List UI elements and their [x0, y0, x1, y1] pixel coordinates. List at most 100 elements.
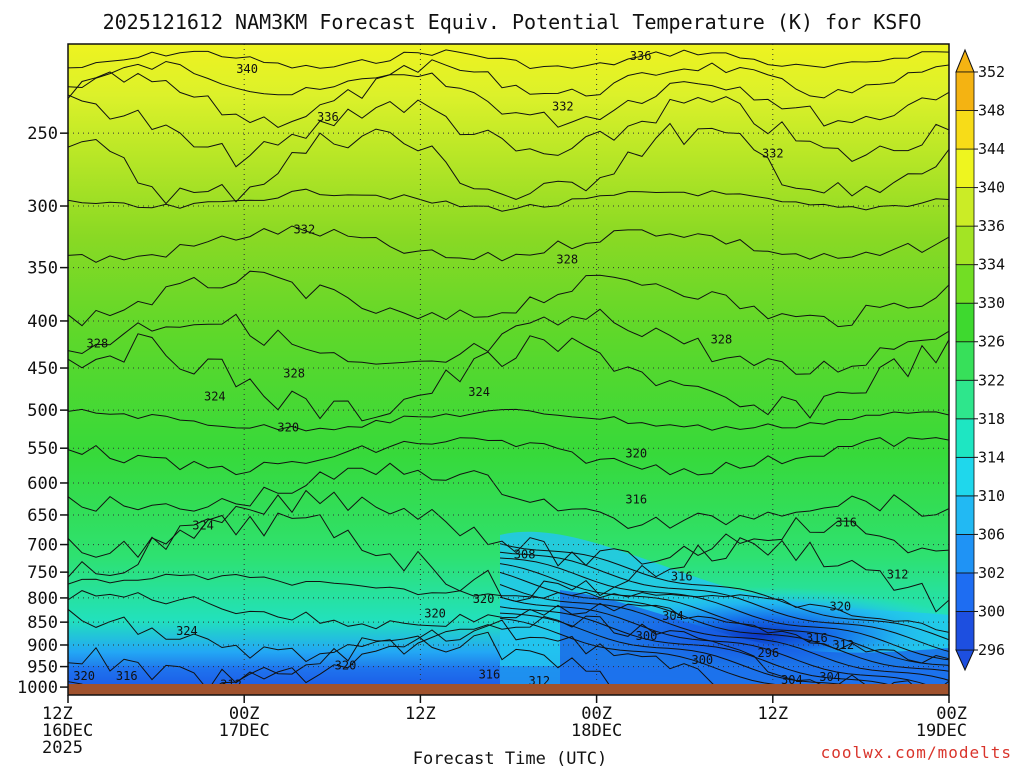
colorbar-swatch: [955, 456, 975, 497]
plot-area: 340 336 336 332 332 332 328 328 328 328 324 324 320 3…: [68, 44, 949, 688]
contour-line: [499, 563, 949, 666]
colorbar-swatch: [955, 495, 975, 535]
contour-line: [499, 617, 776, 684]
y-tick-label: 700: [27, 536, 58, 556]
contour-line: [68, 408, 949, 432]
contour-line: [499, 551, 949, 653]
colorbar-swatch: [955, 110, 975, 150]
contour-label: 304: [662, 609, 684, 623]
contour-line: [68, 573, 949, 633]
contour-line: [68, 489, 949, 567]
contour-line: [68, 188, 949, 212]
y-tick-label: 750: [27, 563, 58, 583]
colorbar-label: 326: [978, 333, 1005, 351]
colorbar-label: 310: [978, 487, 1005, 505]
chart-title: 2025121612 NAM3KM Forecast Equiv. Potent…: [103, 10, 922, 34]
colorbar-label: 314: [978, 448, 1005, 466]
colorbar-swatch: [955, 187, 975, 227]
contour-label: 316: [479, 668, 501, 682]
contour-label: 312: [887, 567, 909, 581]
contour-label: 316: [625, 492, 647, 506]
contour-labels: 340 336 336 332 332 332 328 328 328 328 324 324 320 3…: [73, 49, 909, 688]
x-tick-label: 12Z: [757, 704, 788, 724]
x-tick-label: 19DEC: [916, 721, 967, 741]
credit: coolwx.com/modelts: [821, 743, 1012, 762]
contour-line: [499, 612, 844, 684]
y-tick-label: 650: [27, 506, 58, 526]
colorbar-label: 322: [978, 371, 1005, 389]
contour-label: 328: [711, 333, 733, 347]
colorbar-label: 296: [978, 641, 1005, 659]
x-tick-label: 00Z: [229, 704, 260, 724]
contour-label: 320: [829, 599, 851, 613]
contour-label: 312: [528, 674, 550, 688]
colorbar-swatch: [955, 264, 975, 304]
y-tick-label: 850: [27, 613, 58, 633]
contour-label: 328: [556, 253, 578, 267]
contour-label: 320: [424, 607, 446, 621]
contour-label: 340: [236, 62, 258, 76]
y-tick-label: 800: [27, 589, 58, 609]
x-tick-label: 17DEC: [219, 721, 270, 741]
grid: [68, 44, 949, 684]
colorbar-label: 334: [978, 256, 1005, 274]
contour-label: 296: [758, 646, 780, 660]
cold-layer: [560, 590, 949, 684]
y-tick-label: 1000: [17, 678, 58, 698]
contour-label: 332: [762, 146, 784, 160]
y-axis: 250 300 350 400 450 500 550 600 650 700 750 800 850 9…: [17, 124, 68, 698]
y-tick-label: 400: [27, 312, 58, 332]
y-tick-label: 550: [27, 439, 58, 459]
plot-frame: [67, 43, 950, 696]
contour-line: [68, 608, 949, 684]
x-tick-label: 2025: [42, 738, 83, 758]
colorbar-top-arrow: [955, 48, 975, 73]
colorbar-label: 340: [978, 179, 1005, 197]
contour-label: 332: [552, 100, 574, 114]
contour-label: 324: [192, 518, 214, 532]
colorbar-swatch: [955, 379, 975, 420]
x-tick-label: 16DEC: [42, 721, 93, 741]
x-tick-label: 12Z: [42, 704, 73, 724]
colorbar-bottom-arrow: [955, 649, 975, 672]
colorbar-swatch: [955, 225, 975, 266]
contours: [68, 49, 949, 684]
contour-line: [68, 94, 949, 168]
contour-label: 320: [335, 658, 357, 672]
colorbar-swatch: [955, 418, 975, 458]
y-tick-label: 950: [27, 658, 58, 678]
colorbar-label: 302: [978, 564, 1005, 582]
contour-label: 320: [277, 420, 299, 434]
contour-line: [68, 437, 949, 476]
contour-label: 304: [819, 670, 841, 684]
colorbar-swatch: [955, 572, 975, 612]
colorbar-label: 306: [978, 525, 1005, 543]
contour-line: [499, 596, 926, 684]
ground-strip: [68, 684, 949, 695]
contour-label: 316: [671, 569, 693, 583]
surface-layer: [68, 666, 949, 684]
y-tick-label: 500: [27, 401, 58, 421]
contour-line: [68, 308, 949, 375]
contour-label: 324: [468, 385, 490, 399]
contour-label: 336: [317, 110, 339, 124]
colorbar-label: 336: [978, 217, 1005, 235]
contour-line: [499, 571, 949, 672]
colorbar-label: 352: [978, 63, 1005, 81]
contour-line: [68, 71, 949, 128]
colorbar-label: 330: [978, 294, 1005, 312]
contour-line: [68, 462, 949, 529]
y-tick-label: 300: [27, 197, 58, 217]
contour-line: [68, 619, 714, 684]
x-tick-label: 12Z: [405, 704, 436, 724]
contour-line: [499, 606, 889, 684]
colorbar-swatch: [955, 611, 975, 651]
contour-label: 300: [691, 653, 713, 667]
colorbar-label: 348: [978, 102, 1005, 120]
contour-line: [68, 225, 949, 263]
contour-label: 320: [73, 669, 95, 683]
y-tick-label: 450: [27, 359, 58, 379]
contour-label: 316: [116, 669, 138, 683]
